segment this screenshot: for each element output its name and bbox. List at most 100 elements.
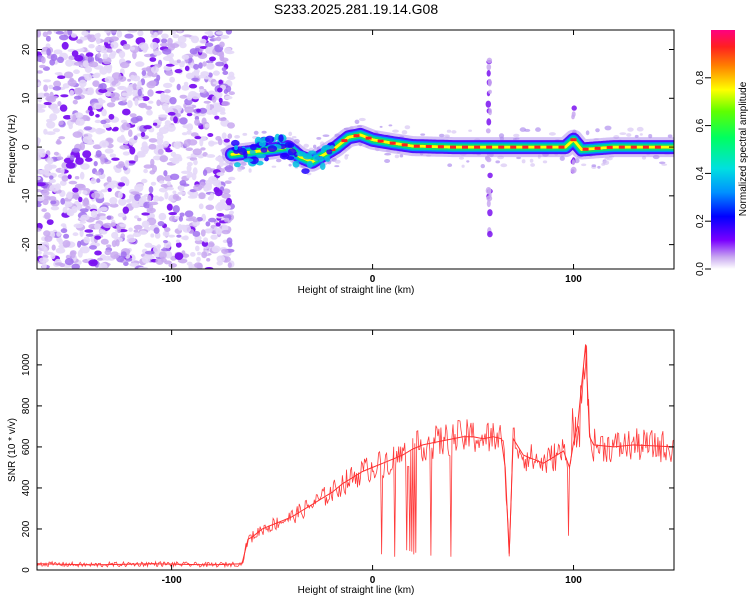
noise-blob [54,183,61,191]
noise-blob [96,52,102,58]
noise-blob [152,122,158,126]
noise-blob [106,102,116,108]
noise-blob [74,55,84,62]
noise-blob [144,242,153,248]
speckle [667,134,673,138]
noise-blob [181,54,190,60]
noise-blob [141,141,148,149]
noise-blob [138,103,147,108]
noise-blob [177,191,186,195]
noise-blob [58,136,66,140]
noise-blob [153,245,161,254]
noise-blob [72,114,77,123]
noise-blob [186,123,194,131]
noise-blob [82,190,88,195]
noise-blob [169,173,180,180]
noise-blob [116,30,123,38]
noise-blob [96,178,101,183]
speckle [500,163,508,168]
snr-x-tick-label: -100 [162,575,182,586]
noise-blob [143,125,152,130]
spectrogram-y-tick-label: -20 [21,237,32,252]
noise-blob [147,71,154,77]
noise-blob [164,191,169,200]
noise-blob [99,67,108,75]
streak-blob [570,166,577,174]
speckle [480,164,485,169]
speckle [595,128,600,133]
noise-blob [51,244,56,251]
noise-blob [50,200,57,205]
streak-blob [486,57,493,64]
speckle [291,136,297,139]
track-peak [606,145,613,149]
noise-blob [80,163,90,170]
noise-blob [64,201,73,208]
noise-blob [52,86,62,91]
noise-blob [74,183,85,189]
speckle [627,127,634,132]
noise-blob [185,72,195,80]
noise-blob [104,30,111,33]
noise-blob [175,242,182,248]
noise-blob [149,80,157,86]
noise-blob [156,74,161,82]
noise-blob [77,249,83,258]
noise-blob [85,110,91,114]
track-peak [654,145,661,149]
noise-blob [127,30,138,33]
noise-blob [214,91,223,99]
snr-y-tick-label: 200 [21,520,32,537]
noise-blob [191,77,200,82]
noise-blob [56,138,61,145]
noise-blob [94,171,102,176]
speckle [451,130,457,134]
noise-blob [221,229,231,235]
noise-blob [161,248,171,252]
noise-blob [149,41,159,50]
noise-blob [100,156,105,165]
noise-blob [213,37,218,41]
noise-blob [72,187,79,193]
noise-blob [227,133,233,139]
noise-blob [153,31,158,38]
noise-blob [208,90,216,95]
noise-blob [223,89,229,94]
track-peak [498,145,505,149]
noise-blob [62,240,71,248]
noise-blob [43,92,50,97]
noise-blob [224,217,229,223]
noise-blob [219,41,225,48]
noise-blob [107,187,112,192]
track-peak [558,145,565,149]
noise-blob [202,169,208,176]
noise-blob [128,138,135,146]
noise-blob [137,217,142,222]
noise-blob [110,251,120,259]
noise-blob [52,128,61,133]
noise-blob [67,79,77,87]
noise-blob [141,212,150,216]
noise-blob [204,42,214,47]
noise-blob [85,157,93,162]
streak-blob [485,187,492,195]
noise-blob [141,220,150,228]
noise-blob [79,142,86,151]
noise-blob [155,257,164,265]
noise-blob [78,196,83,203]
noise-blob [162,48,172,55]
snr-y-tick-label: 600 [21,438,32,455]
noise-blob [145,105,153,110]
noise-blob [150,233,155,238]
speckle [354,119,360,125]
noise-blob [179,212,185,217]
noise-blob [56,231,62,237]
noise-blob [179,117,188,125]
speckle [313,144,317,149]
noise-blob [70,33,77,38]
speckle [384,159,391,163]
noise-blob [192,230,201,237]
track-peak [594,146,601,150]
noise-blob [114,167,122,173]
